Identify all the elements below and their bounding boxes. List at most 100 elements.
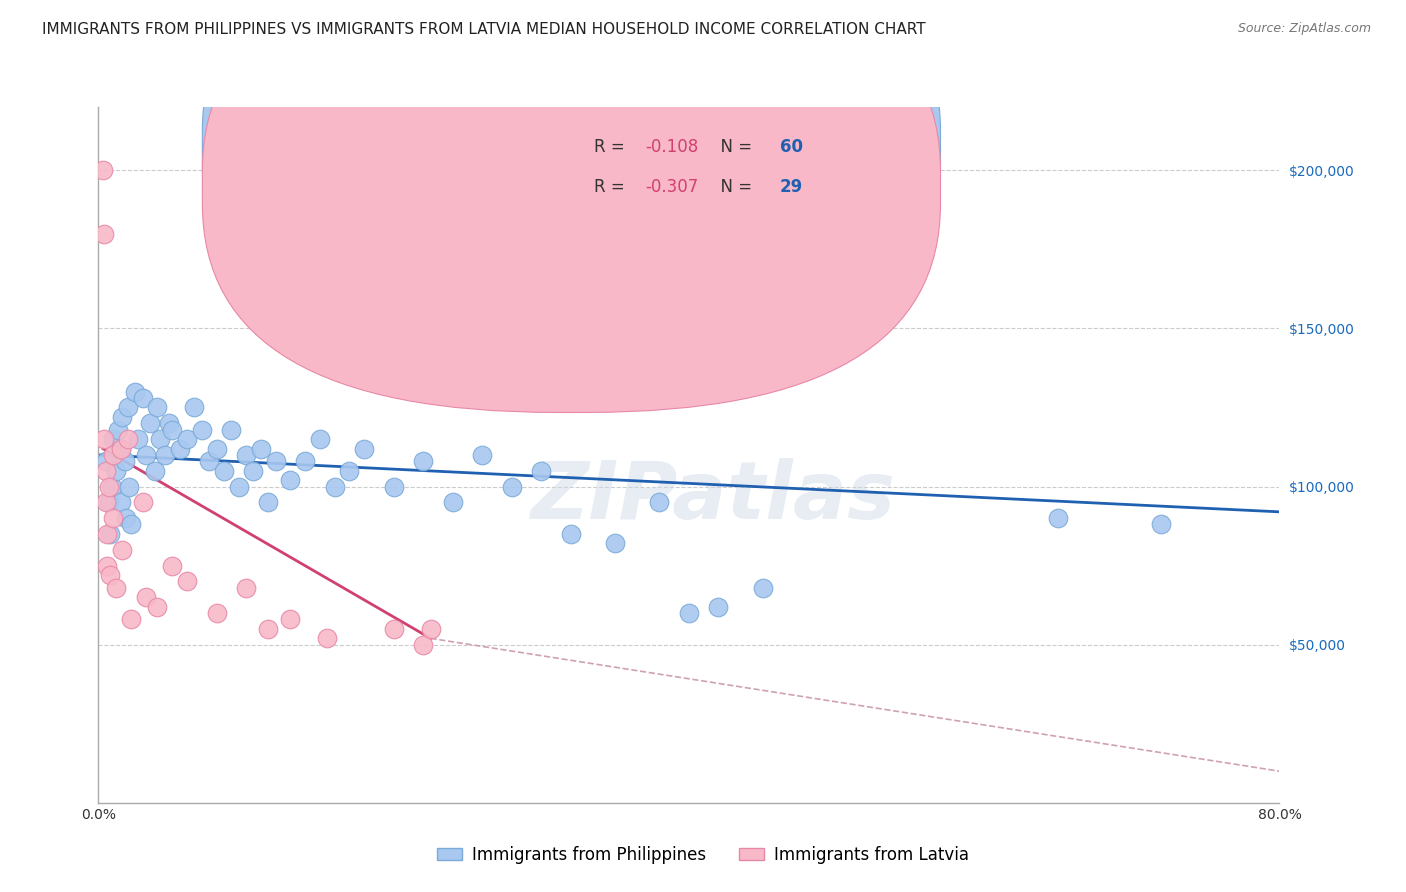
Point [103, 448, 125, 462]
Point [91, 163, 114, 178]
Point [1046, 511, 1070, 525]
Point [212, 464, 235, 478]
Point [678, 606, 700, 620]
Point [605, 536, 627, 550]
Point [176, 574, 198, 589]
Point [235, 581, 257, 595]
Text: Source: ZipAtlas.com: Source: ZipAtlas.com [1237, 22, 1371, 36]
Point [105, 464, 128, 478]
Point [124, 384, 146, 399]
Point [309, 432, 332, 446]
Point [110, 442, 132, 456]
Text: IMMIGRANTS FROM PHILIPPINES VS IMMIGRANTS FROM LATVIA MEDIAN HOUSEHOLD INCOME CO: IMMIGRANTS FROM PHILIPPINES VS IMMIGRANT… [42, 22, 925, 37]
Point [205, 442, 228, 456]
Legend: Immigrants from Philippines, Immigrants from Latvia: Immigrants from Philippines, Immigrants … [430, 839, 976, 871]
Point [146, 401, 169, 415]
Point [250, 442, 273, 456]
Point [316, 632, 339, 646]
Point [242, 464, 264, 478]
Point [157, 417, 180, 431]
Point [257, 495, 280, 509]
Point [110, 442, 132, 456]
Point [143, 464, 166, 478]
Text: N =: N = [710, 178, 758, 196]
Point [103, 432, 125, 446]
Point [530, 464, 553, 478]
Point [94, 495, 117, 509]
Point [105, 581, 128, 595]
Point [93, 432, 115, 446]
Point [111, 542, 134, 557]
Point [135, 448, 157, 462]
Point [752, 581, 775, 595]
Point [162, 423, 183, 437]
Point [221, 423, 243, 437]
Point [280, 612, 302, 626]
Point [149, 432, 172, 446]
Point [257, 622, 280, 636]
Point [117, 401, 139, 415]
Point [339, 464, 361, 478]
Point [294, 454, 316, 468]
Point [198, 454, 221, 468]
Point [139, 417, 162, 431]
Point [353, 442, 375, 456]
Point [501, 479, 523, 493]
Point [162, 558, 183, 573]
Text: R =: R = [595, 138, 630, 156]
Point [560, 527, 582, 541]
Point [120, 612, 142, 626]
Point [191, 423, 214, 437]
Text: ZIPatlas: ZIPatlas [530, 458, 896, 536]
Point [382, 622, 405, 636]
Text: 29: 29 [780, 178, 803, 196]
Point [169, 442, 191, 456]
Point [1150, 517, 1173, 532]
Point [382, 479, 405, 493]
Point [98, 568, 121, 582]
Point [412, 454, 434, 468]
Point [96, 527, 118, 541]
Point [135, 591, 157, 605]
Point [441, 495, 464, 509]
Point [264, 454, 287, 468]
Point [103, 511, 125, 525]
Point [97, 479, 120, 493]
Point [183, 401, 205, 415]
Point [111, 409, 134, 424]
Point [153, 448, 176, 462]
Point [118, 479, 141, 493]
Text: -0.108: -0.108 [645, 138, 699, 156]
Point [127, 432, 149, 446]
Point [93, 227, 115, 241]
Point [117, 432, 139, 446]
Point [648, 495, 671, 509]
Point [205, 606, 228, 620]
Point [100, 479, 122, 493]
FancyBboxPatch shape [536, 114, 890, 226]
Text: N =: N = [710, 138, 758, 156]
Point [94, 454, 117, 468]
Point [110, 495, 132, 509]
Text: R =: R = [595, 178, 630, 196]
Point [107, 423, 129, 437]
Text: -0.307: -0.307 [645, 178, 699, 196]
Point [471, 448, 494, 462]
Point [115, 511, 138, 525]
FancyBboxPatch shape [202, 0, 941, 373]
Point [98, 527, 121, 541]
Point [114, 454, 136, 468]
Point [176, 432, 198, 446]
Point [412, 638, 434, 652]
Text: 60: 60 [780, 138, 803, 156]
Point [132, 391, 155, 405]
Point [96, 558, 118, 573]
Point [323, 479, 346, 493]
FancyBboxPatch shape [202, 0, 941, 412]
Point [235, 448, 257, 462]
Point [146, 599, 169, 614]
Point [419, 622, 441, 636]
Point [707, 599, 730, 614]
Point [228, 479, 250, 493]
Point [94, 464, 117, 478]
